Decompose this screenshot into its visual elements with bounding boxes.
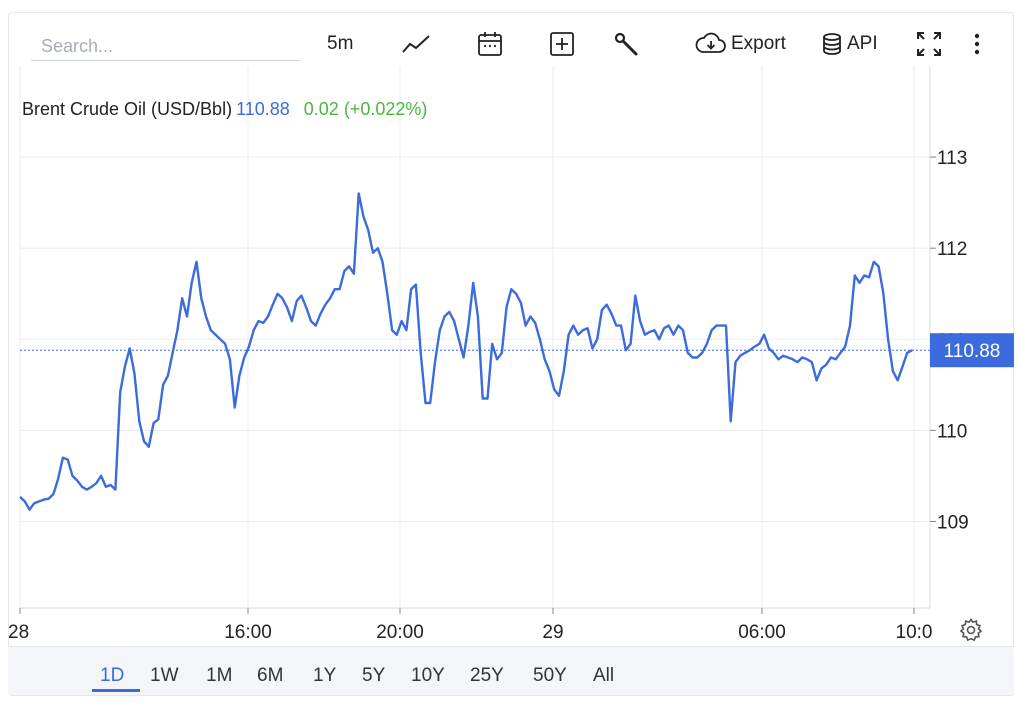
x-tick-label: 10:0 bbox=[896, 622, 933, 643]
chart-widget: 5m bbox=[8, 12, 1014, 696]
export-button[interactable]: Export bbox=[695, 29, 786, 59]
price-chart: 1091101111121132816:0020:002906:0010:011… bbox=[8, 66, 1014, 643]
x-tick-label: 06:00 bbox=[738, 622, 786, 643]
plus-box-icon bbox=[550, 32, 574, 56]
chart-legend: Brent Crude Oil (USD/Bbl) 110.88 0.02 (+0.… bbox=[22, 99, 427, 120]
last-price-tag-label: 110.88 bbox=[944, 341, 1001, 362]
y-tick-label: 110 bbox=[937, 421, 967, 442]
x-tick-label: 29 bbox=[542, 622, 563, 643]
last-price: 110.88 bbox=[236, 99, 290, 119]
x-tick-label: 16:00 bbox=[224, 622, 272, 643]
period-selector: 1D 1W 1M 6M 1Y 5Y 10Y 25Y 50Y All bbox=[8, 646, 1014, 695]
api-label: API bbox=[847, 33, 878, 54]
more-vertical-icon bbox=[974, 33, 980, 55]
export-label: Export bbox=[731, 33, 786, 54]
instrument-name: Brent Crude Oil (USD/Bbl) bbox=[22, 99, 233, 119]
period-1d[interactable]: 1D bbox=[100, 665, 125, 686]
search-input[interactable] bbox=[31, 33, 301, 61]
period-6m[interactable]: 6M bbox=[257, 665, 284, 686]
period-1m[interactable]: 1M bbox=[206, 665, 233, 686]
fullscreen-button[interactable] bbox=[915, 29, 943, 59]
period-50y[interactable]: 50Y bbox=[533, 665, 567, 686]
more-menu-button[interactable] bbox=[973, 29, 981, 59]
period-10y[interactable]: 10Y bbox=[411, 665, 445, 686]
period-1w[interactable]: 1W bbox=[150, 665, 179, 686]
line-chart-icon bbox=[402, 35, 430, 53]
fullscreen-icon bbox=[917, 32, 941, 56]
interval-button[interactable]: 5m bbox=[327, 29, 353, 59]
y-tick-label: 113 bbox=[937, 148, 967, 169]
chart-type-button[interactable] bbox=[401, 29, 431, 59]
gear-icon bbox=[959, 618, 983, 642]
add-indicator-button[interactable] bbox=[549, 29, 575, 59]
period-all[interactable]: All bbox=[593, 665, 615, 686]
period-1y[interactable]: 1Y bbox=[313, 665, 337, 686]
calendar-icon bbox=[478, 32, 502, 56]
x-tick-label: 28 bbox=[8, 622, 29, 643]
period-5y[interactable]: 5Y bbox=[362, 665, 386, 686]
database-icon bbox=[823, 33, 841, 55]
toolbar: 5m bbox=[9, 13, 1013, 69]
api-button[interactable]: API bbox=[821, 29, 878, 59]
price-change: 0.02 (+0.022%) bbox=[303, 99, 428, 119]
y-tick-label: 112 bbox=[937, 239, 967, 260]
y-tick-label: 109 bbox=[937, 512, 969, 533]
wrench-icon bbox=[614, 32, 638, 56]
tools-button[interactable] bbox=[613, 29, 639, 59]
price-series-line bbox=[19, 192, 913, 511]
cloud-download-icon bbox=[695, 32, 726, 53]
chart-settings-button[interactable] bbox=[958, 617, 984, 648]
active-period-underline bbox=[92, 689, 140, 692]
period-25y[interactable]: 25Y bbox=[470, 665, 504, 686]
interval-label: 5m bbox=[327, 33, 354, 54]
date-range-button[interactable] bbox=[477, 29, 503, 59]
x-tick-label: 20:00 bbox=[376, 622, 424, 643]
last-price-tag bbox=[930, 333, 1014, 368]
